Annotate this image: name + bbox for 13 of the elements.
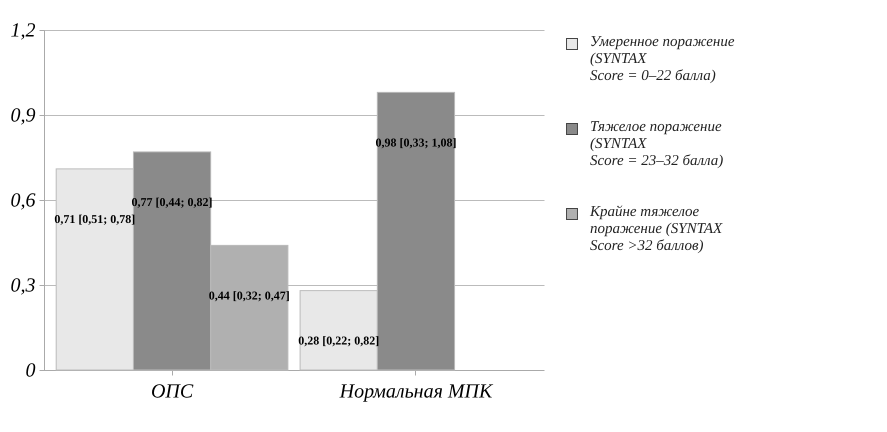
data-label: 0,44 [0,32; 0,47] <box>208 288 290 302</box>
y-tick-label: 0,6 <box>10 190 36 212</box>
data-label: 0,71 [0,51; 0,78] <box>54 212 136 226</box>
legend-label: Крайне тяжелое поражение (SYNTAX Score >32 баллов) <box>589 204 723 254</box>
y-tick-label: 1,2 <box>10 20 36 42</box>
y-tick-label: 0,3 <box>10 274 36 296</box>
x-tick-label: ОПС <box>150 380 194 402</box>
x-tick-label: Нормальная МПК <box>338 380 494 402</box>
y-tick-label: 0,9 <box>10 104 36 126</box>
legend-label: Умеренное поражение (SYNTAX Score = 0–22 балла) <box>590 34 735 84</box>
y-tick-label: 0 <box>26 360 36 382</box>
legend-label: Тяжелое поражение (SYNTAX Score = 23–32 балла) <box>590 119 724 169</box>
data-label: 0,28 [0,22; 0,82] <box>298 334 380 348</box>
